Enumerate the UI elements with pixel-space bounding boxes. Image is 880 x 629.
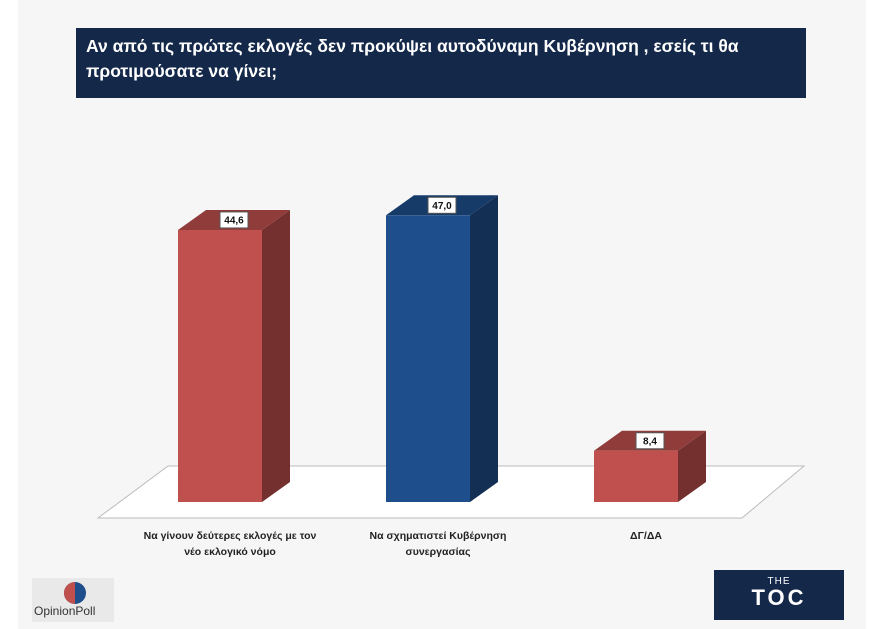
- x-tick-label: ΔΓ/ΔΑ: [630, 530, 662, 542]
- bar-side: [262, 209, 290, 502]
- value-label-box: [427, 196, 457, 214]
- value-label: 47,0: [432, 201, 452, 212]
- value-label: 8,4: [643, 436, 657, 447]
- brand-name: TOC: [751, 585, 807, 610]
- brand-logo: THE TOC: [714, 570, 844, 620]
- logo-icon: [64, 582, 86, 604]
- chart-title: Αν από τις πρώτες εκλογές δεν προκύψει α…: [76, 28, 806, 98]
- bar-side: [470, 195, 498, 503]
- bar-side: [678, 430, 706, 502]
- source-name: OpinionPoll: [34, 604, 96, 618]
- brand-top: THE: [767, 576, 791, 587]
- source-logo: OpinionPoll: [32, 578, 114, 622]
- bar-front: [594, 450, 678, 502]
- value-label: 44,6: [224, 216, 244, 227]
- value-label-box: [635, 432, 665, 450]
- value-label-box: [219, 211, 249, 229]
- bar: [178, 209, 290, 502]
- bar: [386, 195, 498, 503]
- x-tick-label: Να γίνουν δεύτερες εκλογές με τον νέο εκ…: [143, 530, 317, 558]
- bar-front: [386, 215, 470, 503]
- bar-front: [178, 229, 262, 502]
- x-tick-label: Να σχηματιστεί Κυβέρνηση συνεργασίας: [369, 530, 507, 558]
